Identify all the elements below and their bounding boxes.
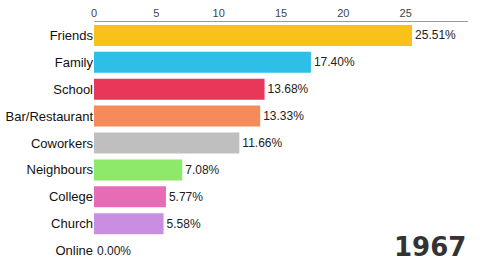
svg-text:5.77%: 5.77% [169,190,203,204]
svg-text:Bar/Restaurant: Bar/Restaurant [6,109,94,124]
svg-text:13.68%: 13.68% [268,82,309,96]
svg-text:25: 25 [400,7,412,19]
svg-text:15: 15 [275,7,287,19]
svg-text:Neighbours: Neighbours [27,162,94,177]
svg-text:Coworkers: Coworkers [31,136,94,151]
svg-text:Friends: Friends [50,28,94,43]
svg-text:5.58%: 5.58% [167,217,201,231]
svg-text:Family: Family [55,55,94,70]
svg-text:13.33%: 13.33% [263,109,304,123]
svg-text:College: College [49,189,93,204]
svg-text:11.66%: 11.66% [242,136,282,150]
svg-text:School: School [53,82,93,97]
svg-text:Online: Online [55,243,93,258]
svg-text:Church: Church [51,216,93,231]
svg-text:25.51%: 25.51% [415,28,456,42]
svg-text:17.40%: 17.40% [314,55,355,69]
svg-text:20: 20 [337,7,349,19]
svg-text:0: 0 [91,7,97,19]
svg-text:5: 5 [153,7,159,19]
svg-text:7.08%: 7.08% [185,163,219,177]
svg-text:0.00%: 0.00% [97,244,131,258]
svg-text:1967: 1967 [394,232,466,262]
svg-text:10: 10 [213,7,225,19]
